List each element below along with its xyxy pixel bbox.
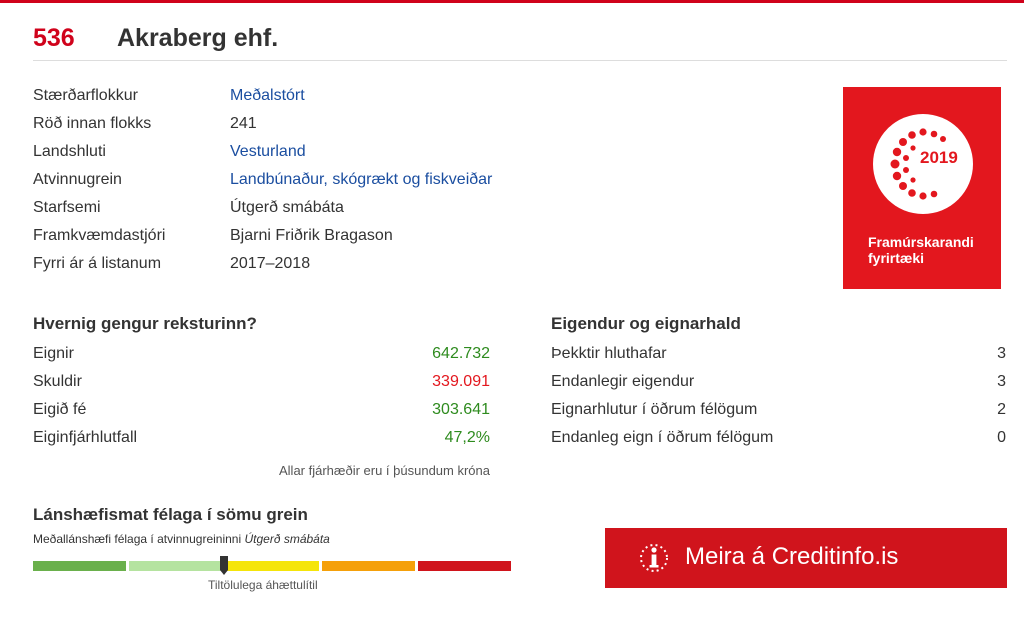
activity-value: Útgerð smábáta (230, 199, 344, 216)
info-label: Fyrri ár á listanum (33, 255, 162, 272)
creditinfo-button[interactable]: Meira á Creditinfo.is (605, 528, 1007, 588)
company-rank: 536 (33, 24, 75, 52)
badge-dots-icon (890, 128, 946, 200)
ownership-value: 3 (997, 345, 1006, 362)
finance-label: Eignir (33, 345, 74, 362)
top-accent-rule (0, 0, 1024, 3)
info-label: Stærðarflokkur (33, 87, 138, 104)
finances-title: Hvernig gengur reksturinn? (33, 314, 257, 333)
rating-marker (220, 556, 229, 570)
badge-circle: 2019 (873, 114, 973, 214)
info-label: Atvinnugrein (33, 171, 122, 188)
finance-value: 47,2% (444, 429, 490, 446)
badge-caption-line2: fyrirtæki (868, 250, 925, 266)
badge-year: 2019 (920, 148, 958, 167)
info-label: Landshluti (33, 143, 106, 160)
region-link[interactable]: Vesturland (230, 143, 306, 160)
excellent-company-badge: 2019 Framúrskarandi fyrirtæki (843, 87, 1001, 289)
rating-segment-4 (321, 561, 415, 571)
creditinfo-button-label: Meira á Creditinfo.is (685, 543, 899, 570)
rating-segment-1 (33, 561, 127, 571)
ownership-row: Þekktir hluthafar 3 (551, 340, 1006, 368)
finance-row: Skuldir 339.091 (33, 368, 490, 396)
ownership-row: Endanlegir eigendur 3 (551, 368, 1006, 396)
rating-scale (33, 561, 511, 571)
finance-label: Eiginfjárhlutfall (33, 429, 138, 446)
ownership-row: Eignarhlutur í öðrum félögum 2 (551, 396, 1006, 424)
finance-row: Eignir 642.732 (33, 340, 490, 368)
size-class-link[interactable]: Meðalstórt (230, 87, 305, 104)
amounts-note: Allar fjárhæðir eru í þúsundum króna (279, 463, 490, 478)
badge-caption: Framúrskarandi fyrirtæki (868, 234, 974, 266)
info-label: Röð innan flokks (33, 115, 152, 132)
rating-segment-3 (225, 561, 319, 571)
rating-subtitle: Meðallánshæfi félaga í atvinnugreininni … (33, 532, 330, 546)
finance-label: Skuldir (33, 373, 82, 390)
rating-marker-tip (220, 570, 229, 575)
finance-row: Eigið fé 303.641 (33, 396, 490, 424)
finance-value: 303.641 (432, 401, 490, 418)
company-header: 536 Akraberg ehf. (33, 24, 1007, 61)
ceo-value: Bjarni Friðrik Bragason (230, 227, 393, 244)
previous-years-value: 2017–2018 (230, 255, 311, 272)
creditinfo-i-icon (640, 544, 668, 572)
industry-link[interactable]: Landbúnaður, skógrækt og fiskveiðar (230, 171, 493, 188)
ownership-value: 2 (997, 401, 1006, 418)
rating-caption: Tiltölulega áhættulítil (208, 578, 318, 592)
finance-row: Eiginfjárhlutfall 47,2% (33, 424, 490, 452)
ownership-value: 3 (997, 373, 1006, 390)
rank-in-class-value: 241 (230, 115, 257, 132)
company-name: Akraberg ehf. (117, 24, 279, 52)
finance-label: Eigið fé (33, 401, 87, 418)
finance-value: 642.732 (432, 345, 490, 362)
rating-segment-2 (129, 561, 223, 571)
badge-caption-line1: Framúrskarandi (868, 234, 974, 250)
ownership-table: Þekktir hluthafar 3 Endanlegir eigendur … (551, 340, 1006, 452)
finance-value: 339.091 (432, 373, 490, 390)
rating-subtitle-industry: Útgerð smábáta (244, 532, 330, 546)
info-label: Starfsemi (33, 199, 101, 216)
rating-title: Lánshæfismat félaga í sömu grein (33, 505, 308, 524)
ownership-label: Þekktir hluthafar (551, 345, 667, 362)
ownership-label: Endanleg eign í öðrum félögum (551, 429, 774, 446)
ownership-label: Endanlegir eigendur (551, 373, 695, 390)
ownership-row: Endanleg eign í öðrum félögum 0 (551, 424, 1006, 452)
finances-table: Eignir 642.732 Skuldir 339.091 Eigið fé … (33, 340, 490, 452)
ownership-value: 0 (997, 429, 1006, 446)
rating-subtitle-prefix: Meðallánshæfi félaga í atvinnugreininni (33, 532, 245, 546)
ownership-title: Eigendur og eignarhald (551, 314, 741, 333)
ownership-label: Eignarhlutur í öðrum félögum (551, 401, 758, 418)
info-label: Framkvæmdastjóri (33, 227, 166, 244)
rating-segment-5 (417, 561, 511, 571)
